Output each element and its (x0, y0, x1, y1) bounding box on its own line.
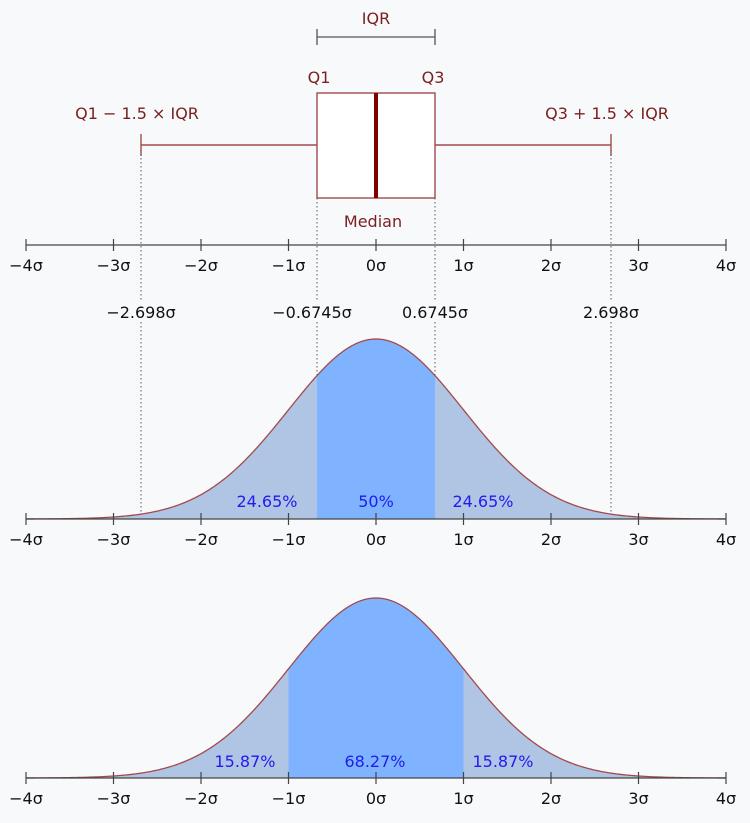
axis-tick-label: −4σ (9, 789, 43, 808)
axis-tick-label: 1σ (453, 256, 473, 275)
axis-tick-label: 2σ (541, 256, 561, 275)
axis-tick-label: −4σ (9, 256, 43, 275)
region-right-percent-label: 24.65% (452, 492, 513, 511)
axis-tick-label: −3σ (97, 789, 131, 808)
axis-tick-label: 3σ (628, 256, 648, 275)
q3-label: Q3 (422, 68, 445, 87)
axis-tick-label: 1σ (453, 530, 473, 549)
z-value-labels: −2.698σ −0.6745σ 0.6745σ 2.698σ (106, 303, 639, 322)
axis-middle: −4σ −3σ −2σ −1σ 0σ 1σ 2σ 3σ 4σ (9, 513, 736, 549)
axis-tick-label: 4σ (716, 789, 736, 808)
axis-tick-label: −1σ (272, 530, 306, 549)
axis-tick-label: −2σ (184, 256, 218, 275)
axis-tick-label: 0σ (366, 256, 386, 275)
axis-tick-label: 1σ (453, 789, 473, 808)
q1-label: Q1 (308, 68, 331, 87)
z-label-2698: 2.698σ (583, 303, 639, 322)
z-label-minus-06745: −0.6745σ (272, 303, 352, 322)
z-label-minus-2698: −2.698σ (106, 303, 175, 322)
axis-tick-label: 4σ (716, 256, 736, 275)
region-right-percent-label: 15.87% (472, 752, 533, 771)
region-center-percent-label: 50% (358, 492, 394, 511)
axis-tick-label: 3σ (628, 789, 648, 808)
boxplot: IQR Q1 Q3 Q1 − 1.5 × IQR Q3 + 1.5 × IQR … (75, 9, 669, 231)
curve-line (25, 597, 727, 779)
axis-tick-label: −2σ (184, 789, 218, 808)
upper-whisker-label: Q3 + 1.5 × IQR (545, 104, 669, 123)
axis-tick-label: 3σ (628, 530, 648, 549)
curve-area-inner (288, 598, 464, 778)
region-center-percent-label: 68.27% (344, 752, 405, 771)
axis-tick-label: 2σ (541, 789, 561, 808)
axis-tick-label: −4σ (9, 530, 43, 549)
axis-tick-label: −3σ (97, 530, 131, 549)
median-label: Median (344, 212, 402, 231)
axis-top: −4σ −3σ −2σ −1σ 0σ 1σ 2σ 3σ 4σ (9, 239, 736, 275)
axis-tick-label: 2σ (541, 530, 561, 549)
axis-tick-label: 0σ (366, 789, 386, 808)
axis-tick-label: 4σ (716, 530, 736, 549)
axis-bottom: −4σ −3σ −2σ −1σ 0σ 1σ 2σ 3σ 4σ (9, 772, 736, 808)
axis-tick-label: −3σ (97, 256, 131, 275)
curve-line (25, 338, 727, 520)
curve-area-inner (316, 339, 436, 519)
lower-whisker-label: Q1 − 1.5 × IQR (75, 104, 199, 123)
axis-tick-label: 0σ (366, 530, 386, 549)
iqr-label: IQR (362, 9, 390, 28)
z-label-06745: 0.6745σ (402, 303, 468, 322)
region-left-percent-label: 15.87% (214, 752, 275, 771)
axis-tick-label: −1σ (272, 256, 306, 275)
normal-curve-one-sigma: 15.87% 68.27% 15.87% (25, 597, 727, 779)
axis-tick-label: −2σ (184, 530, 218, 549)
axis-tick-label: −1σ (272, 789, 306, 808)
normal-curve-quartiles: 24.65% 50% 24.65% (25, 338, 727, 520)
region-left-percent-label: 24.65% (236, 492, 297, 511)
